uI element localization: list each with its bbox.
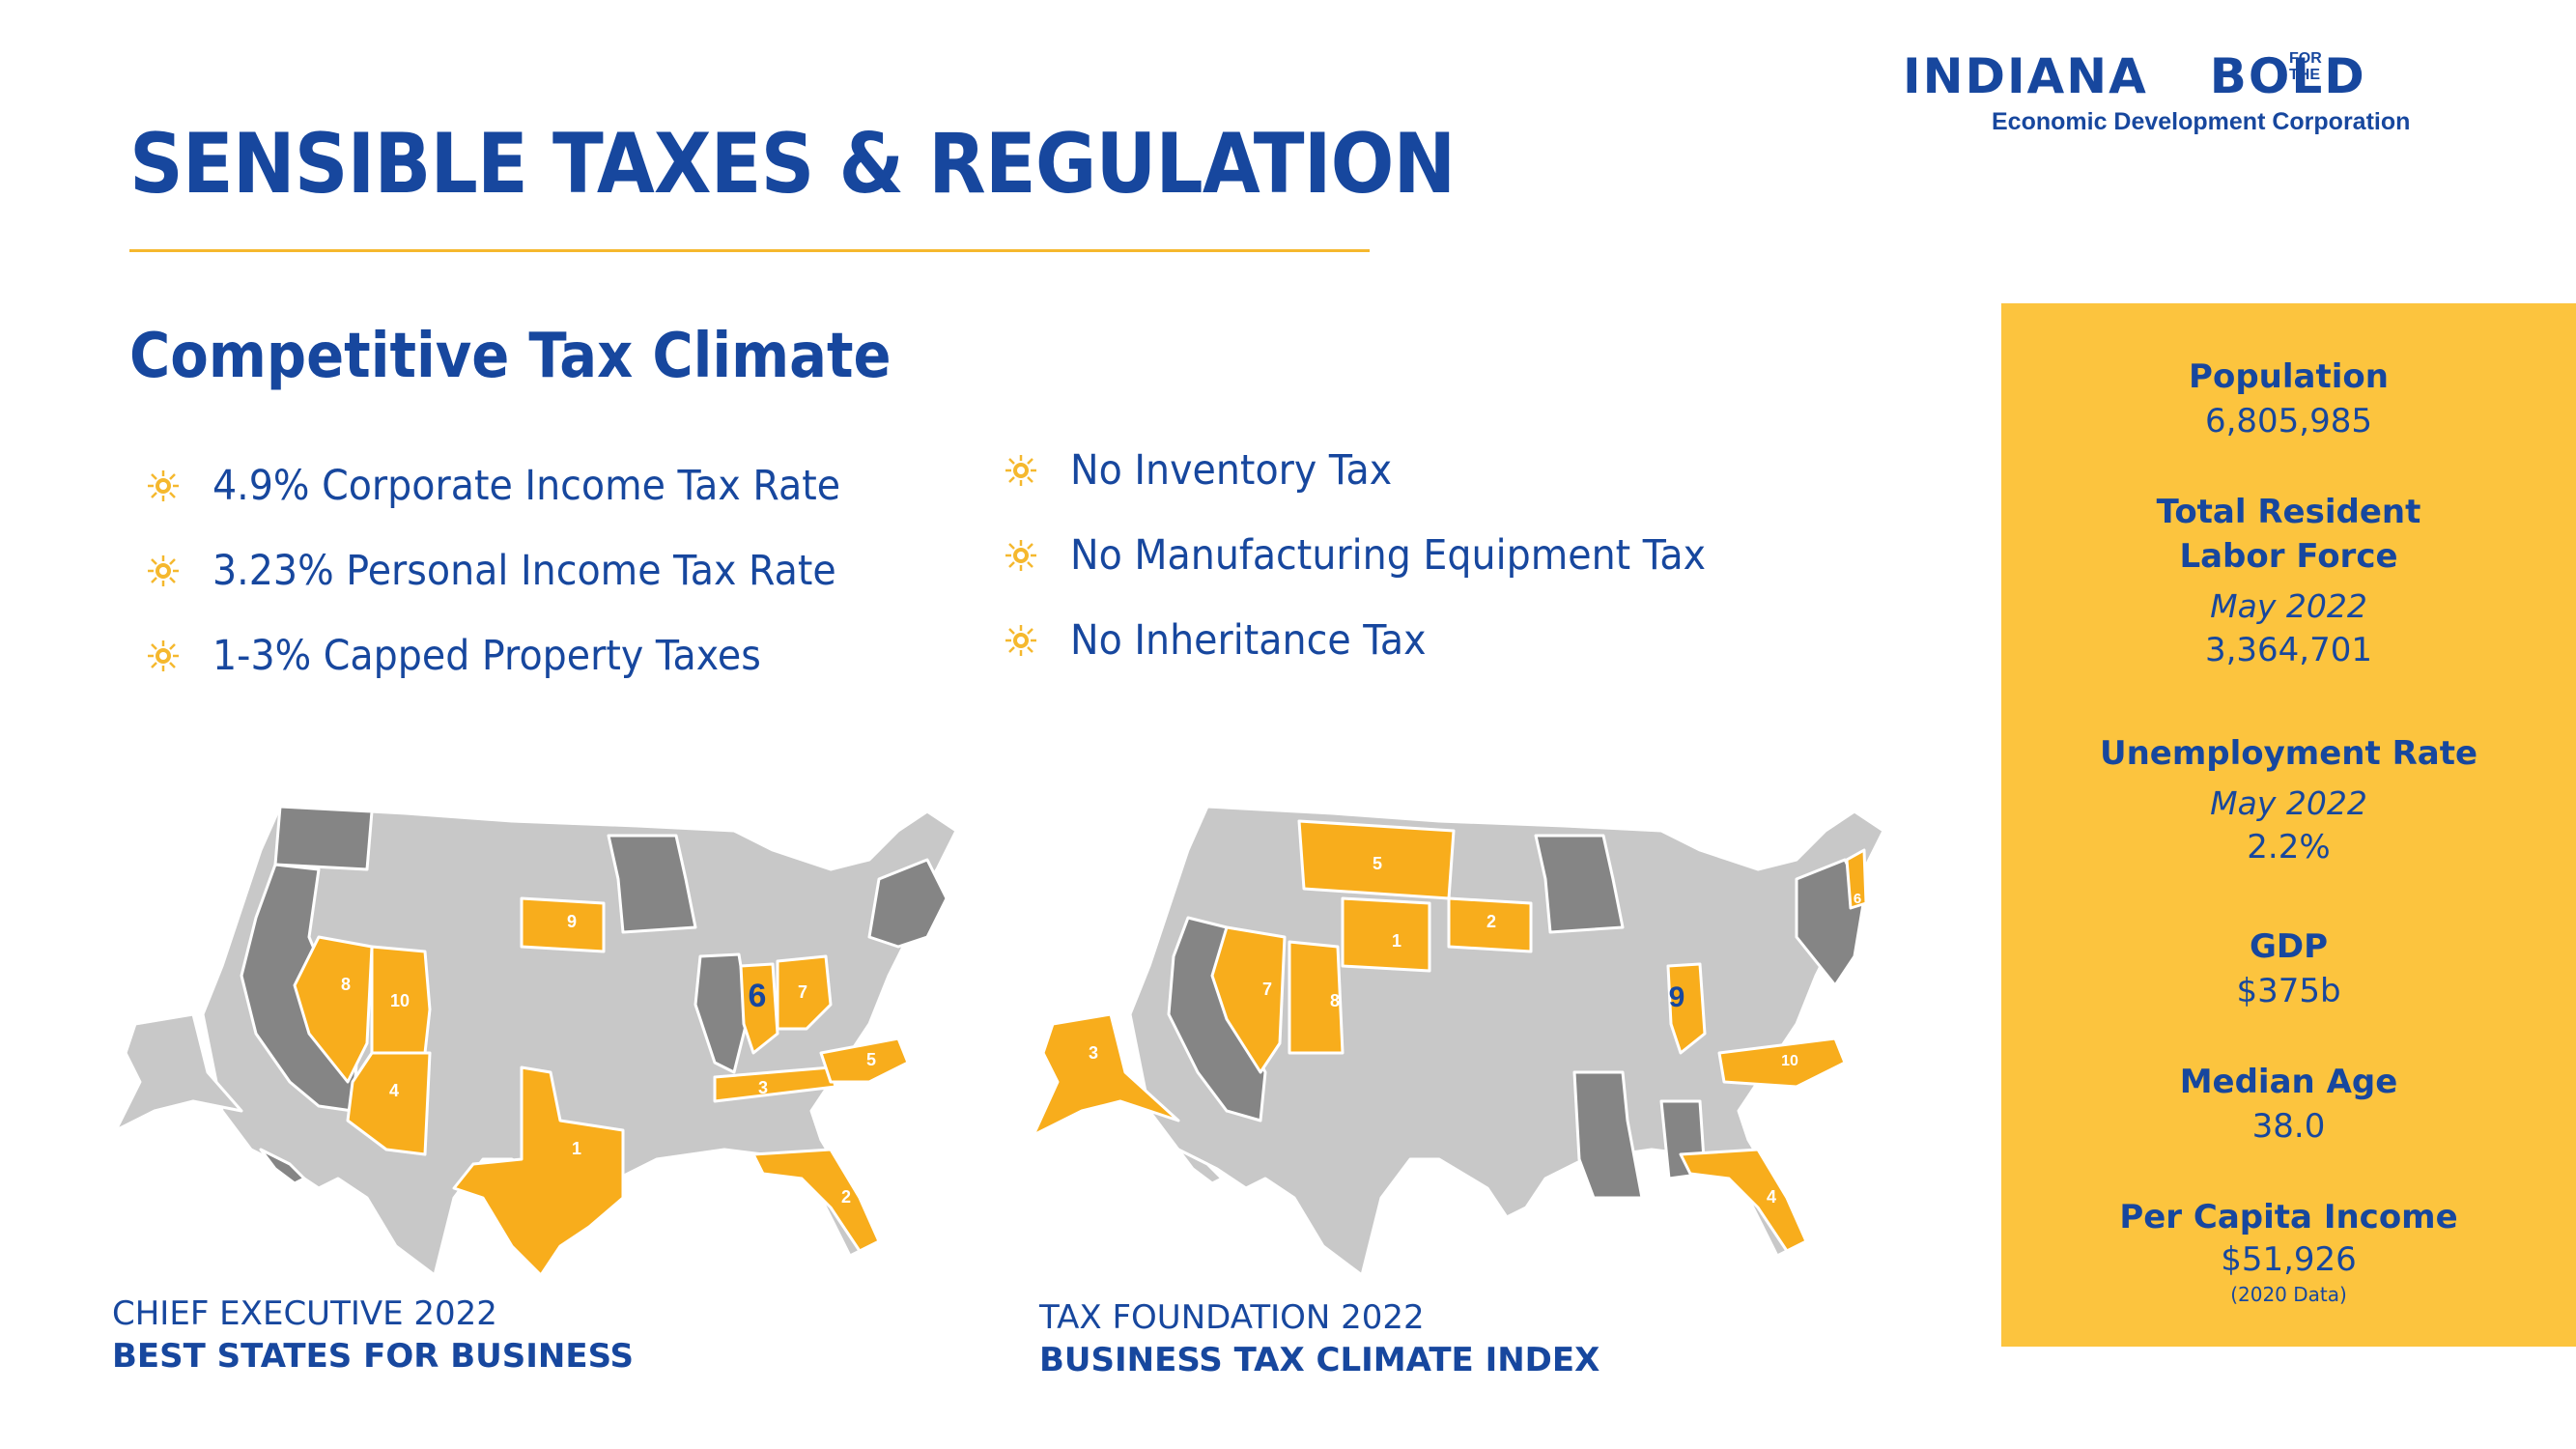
caption-tax-foundation: TAX FOUNDATION 2022 BUSINESS TAX CLIMATE… — [1039, 1298, 1600, 1379]
bullet-property-tax: 1-3% Capped Property Taxes — [147, 632, 808, 680]
state-florida-4 — [1679, 1148, 1808, 1253]
rank-label-texas: 1 — [572, 1139, 581, 1158]
bullet-no-inheritance-tax: No Inheritance Tax — [1005, 616, 1458, 665]
bullet-no-manufacturing-tax: No Manufacturing Equipment Tax — [1005, 531, 1761, 580]
sunburst-bullet-icon — [1005, 455, 1036, 486]
section-subtitle: Competitive Tax Climate — [129, 321, 892, 392]
state-utah-8 — [1288, 940, 1345, 1055]
sunburst-bullet-icon — [1005, 540, 1036, 571]
state-south-dakota-2 — [1447, 896, 1533, 953]
state-north-carolina-10 — [1717, 1037, 1847, 1089]
state-washington — [273, 805, 374, 871]
state-new-hampshire-6 — [1845, 848, 1868, 910]
rank-label-alaska: 3 — [1089, 1043, 1098, 1063]
stat-median-age: Median Age 38.0 — [2179, 1063, 2398, 1146]
bullet-corporate-tax: 4.9% Corporate Income Tax Rate — [147, 462, 895, 510]
state-illinois — [694, 952, 750, 1074]
indiana-edc-logo: INDIANA BOLD FOR THE Economic Development… — [1903, 48, 2511, 145]
rank-label-ohio: 7 — [798, 982, 807, 1002]
stat-unemployment: Unemployment Rate May 2022 2.2% — [2099, 734, 2478, 867]
state-hawaii — [1176, 1148, 1224, 1185]
rank-label-indiana: 6 — [749, 978, 767, 1014]
bullet-no-inventory-tax: No Inventory Tax — [1005, 446, 1420, 495]
state-indiana-6 — [739, 962, 779, 1055]
us-map-tax-foundation: 5 1 2 7 8 3 10 4 6 9 — [1032, 805, 1885, 1277]
state-tennessee-3 — [713, 1065, 837, 1103]
stat-gdp: GDP $375b — [2236, 927, 2341, 1010]
sunburst-bullet-icon — [148, 555, 179, 586]
page-title: SENSIBLE TAXES & REGULATION — [129, 116, 1456, 213]
rank-label-north-carolina: 5 — [866, 1050, 876, 1069]
state-nevada-7 — [1210, 925, 1287, 1074]
state-wyoming-1 — [1341, 896, 1431, 973]
rank-label-south-dakota: 9 — [567, 912, 577, 931]
rank-label-nevada: 8 — [341, 975, 351, 994]
sunburst-bullet-icon — [148, 470, 179, 501]
stat-labor-force: Total Resident Labor Force May 2022 3,36… — [2156, 493, 2421, 669]
state-alaska — [114, 1012, 243, 1132]
state-ohio-7 — [776, 954, 833, 1031]
title-divider — [129, 249, 1370, 252]
indiana-stats-panel: Population 6,805,985 Total Resident Labo… — [2001, 303, 2576, 1347]
rank-label-wyoming: 1 — [1392, 931, 1401, 951]
state-new-york — [867, 858, 948, 949]
rank-label-tennessee: 3 — [758, 1078, 768, 1097]
state-utah-10 — [370, 945, 432, 1055]
state-arizona-4 — [346, 1051, 432, 1156]
state-texas-1 — [452, 1065, 625, 1277]
state-florida-2 — [751, 1148, 881, 1253]
rank-label-indiana: 9 — [1669, 981, 1685, 1013]
stat-per-capita-income: Per Capita Income $51,926 (2020 Data) — [2119, 1198, 2458, 1306]
state-indiana-9 — [1666, 962, 1707, 1055]
bullet-personal-tax: 3.23% Personal Income Tax Rate — [147, 547, 891, 595]
rank-label-utah: 10 — [390, 991, 410, 1010]
logo-subtitle: Economic Development Corporation — [1992, 108, 2411, 135]
rank-label-montana: 5 — [1373, 854, 1382, 873]
us-map-chief-executive: 8 10 4 1 9 7 3 5 2 6 — [114, 805, 958, 1277]
rank-label-nevada: 7 — [1262, 980, 1272, 999]
state-minnesota — [607, 834, 697, 934]
stat-population: Population 6,805,985 — [2189, 357, 2389, 440]
state-alaska-3 — [1032, 1012, 1180, 1137]
state-arkansas-louisiana — [1572, 1070, 1644, 1200]
state-south-dakota-9 — [520, 896, 606, 953]
logo-wordmark: INDIANA BOLD — [1903, 48, 2366, 104]
rank-label-south-dakota: 2 — [1486, 912, 1496, 931]
sunburst-bullet-icon — [148, 640, 179, 671]
logo-for-the: FOR THE — [2289, 50, 2322, 83]
rank-label-new-hampshire: 6 — [1854, 891, 1861, 907]
state-hawaii — [259, 1148, 306, 1185]
rank-label-arizona: 4 — [389, 1081, 399, 1100]
rank-label-utah: 8 — [1330, 991, 1340, 1010]
rank-label-florida: 4 — [1767, 1187, 1776, 1207]
rank-label-florida: 2 — [841, 1187, 851, 1207]
state-minnesota — [1534, 834, 1625, 934]
sunburst-bullet-icon — [1005, 625, 1036, 656]
caption-chief-executive: CHIEF EXECUTIVE 2022 BEST STATES FOR BUS… — [112, 1294, 635, 1376]
state-new-york-nj — [1795, 858, 1866, 987]
rank-label-north-carolina: 10 — [1781, 1053, 1798, 1069]
state-north-carolina-5 — [819, 1037, 910, 1084]
